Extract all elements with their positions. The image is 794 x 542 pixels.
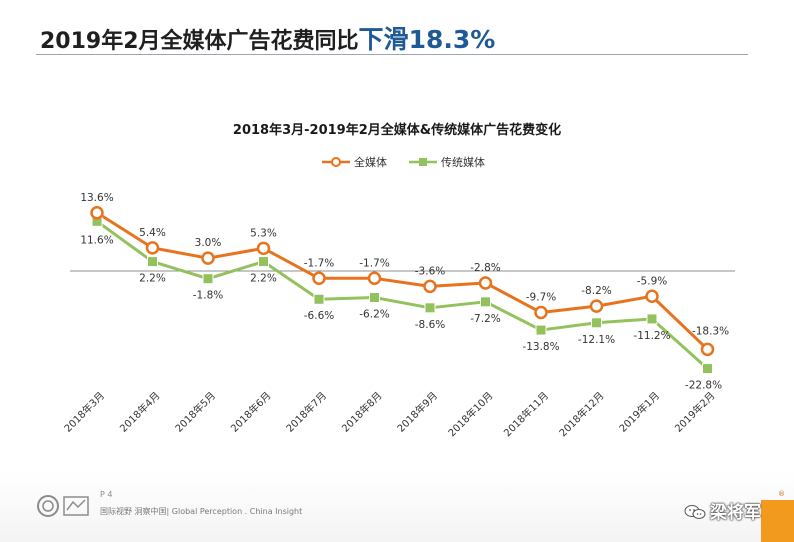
x-tick-label: 2018年6月 bbox=[228, 389, 274, 435]
traditional-point bbox=[424, 302, 436, 314]
all-media-data-label: -5.9% bbox=[637, 275, 667, 287]
all-media-data-label: -1.7% bbox=[359, 257, 389, 269]
x-tick-label: 2018年4月 bbox=[117, 389, 163, 435]
x-tick-label: 2018年12月 bbox=[556, 389, 606, 439]
all-media-data-label: 3.0% bbox=[195, 237, 222, 249]
all-media-point bbox=[201, 251, 215, 265]
traditional-data-label: -1.8% bbox=[193, 290, 223, 302]
title-divider bbox=[36, 54, 748, 55]
traditional-data-label: -13.8% bbox=[522, 341, 559, 353]
all-media-data-label: -9.7% bbox=[526, 292, 556, 304]
traditional-data-label: -22.8% bbox=[685, 380, 722, 392]
title-main: 2019年2月全媒体广告花费同比 bbox=[40, 29, 359, 54]
x-tick-label: 2018年7月 bbox=[283, 389, 329, 435]
all-media-point bbox=[645, 289, 659, 304]
traditional-data-label: -6.6% bbox=[304, 310, 334, 322]
all-media-data-label: 5.3% bbox=[250, 227, 277, 239]
x-tick-label: 2018年5月 bbox=[172, 389, 218, 435]
all-media-point bbox=[90, 206, 104, 220]
traditional-point bbox=[646, 313, 658, 325]
legend-marker-traditional bbox=[419, 158, 427, 166]
brand-name: 梁将军 bbox=[710, 503, 761, 523]
footer bbox=[0, 470, 794, 542]
traditional-data-label: -8.6% bbox=[415, 319, 445, 331]
legend-label-traditional: 传统媒体 bbox=[441, 155, 485, 169]
all-media-point bbox=[256, 241, 271, 256]
legend-marker-all-media bbox=[331, 157, 341, 167]
series-line-traditional bbox=[96, 220, 709, 370]
legend-label-all-media: 全媒体 bbox=[354, 155, 387, 169]
traditional-point bbox=[369, 292, 380, 304]
all-media-data-label: -2.8% bbox=[470, 262, 500, 274]
all-media-data-label: -8.2% bbox=[581, 285, 611, 297]
all-media-point bbox=[367, 271, 382, 286]
all-media-point bbox=[145, 241, 160, 255]
traditional-point bbox=[202, 273, 214, 285]
all-media-point bbox=[589, 299, 604, 313]
all-media-data-label: 5.4% bbox=[139, 227, 166, 239]
x-tick-label: 2018年8月 bbox=[339, 389, 385, 435]
all-media-data-label: -18.3% bbox=[692, 325, 729, 337]
all-media-point bbox=[534, 305, 548, 320]
traditional-point bbox=[147, 256, 158, 268]
all-media-data-label: 13.6% bbox=[80, 192, 113, 204]
x-tick-label: 2018年10月 bbox=[445, 389, 495, 439]
wechat-icon bbox=[684, 505, 706, 519]
page-title: 2019年2月全媒体广告花费同比下滑18.3% bbox=[40, 20, 495, 56]
traditional-point bbox=[702, 363, 713, 375]
x-tick-label: 2018年9月 bbox=[394, 389, 440, 435]
x-tick-label: 2018年11月 bbox=[501, 389, 551, 439]
all-media-data-label: -3.6% bbox=[415, 265, 445, 277]
traditional-data-label: -11.2% bbox=[633, 330, 670, 342]
x-tick-label: 2019年2月 bbox=[672, 389, 718, 435]
traditional-point bbox=[258, 256, 269, 268]
all-media-point bbox=[423, 279, 437, 294]
brand-tab bbox=[761, 500, 794, 542]
traditional-point bbox=[313, 293, 325, 305]
traditional-point bbox=[535, 324, 547, 336]
title-highlight: 下滑 bbox=[358, 25, 409, 54]
traditional-point bbox=[591, 317, 602, 329]
traditional-point bbox=[480, 296, 491, 308]
traditional-data-label: 2.2% bbox=[250, 273, 277, 285]
all-media-point bbox=[700, 342, 715, 357]
registered-mark: ® bbox=[778, 490, 785, 498]
ctr-logo-icon bbox=[37, 495, 89, 517]
all-media-point bbox=[312, 271, 326, 286]
chart-title: 2018年3月-2019年2月全媒体&传统媒体广告花费变化 bbox=[233, 122, 561, 138]
traditional-data-label: 11.6% bbox=[80, 234, 113, 246]
all-media-data-label: -1.7% bbox=[304, 257, 334, 269]
x-tick-label: 2018年3月 bbox=[61, 389, 107, 435]
all-media-point bbox=[478, 276, 493, 290]
traditional-data-label: -7.2% bbox=[470, 313, 500, 325]
x-tick-label: 2019年1月 bbox=[616, 389, 662, 435]
traditional-data-label: -6.2% bbox=[359, 309, 389, 321]
footer-slogan: 国际视野 洞察中国| Global Perception . China Ins… bbox=[100, 507, 303, 516]
page-number: P 4 bbox=[100, 490, 113, 499]
traditional-data-label: -12.1% bbox=[578, 334, 615, 346]
series-line-all-media bbox=[96, 211, 709, 351]
traditional-data-label: 2.2% bbox=[139, 273, 166, 285]
title-value: 18.3% bbox=[408, 25, 496, 54]
